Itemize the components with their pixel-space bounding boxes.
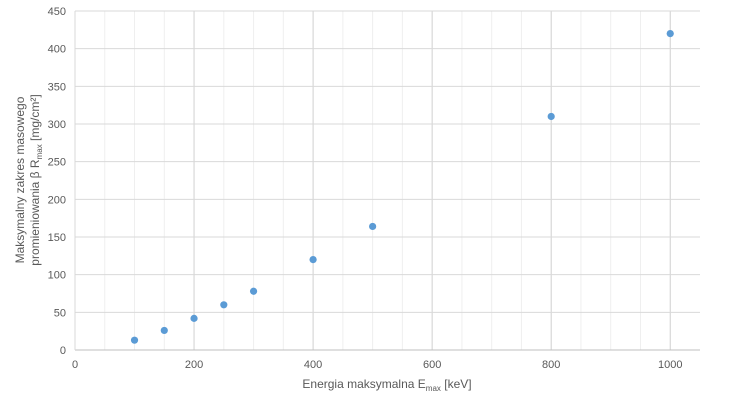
x-axis-label: Energia maksymalna Emax [keV] <box>302 377 471 393</box>
data-point <box>190 314 198 322</box>
y-tick-label: 100 <box>48 270 66 282</box>
x-tick-label: 1000 <box>658 359 682 371</box>
y-tick-label: 350 <box>48 81 66 93</box>
major-gridlines <box>75 10 700 350</box>
x-tick-label: 800 <box>542 359 560 371</box>
data-point <box>160 326 168 335</box>
y-tick-label: 300 <box>48 119 66 131</box>
x-axis-label-sub: max <box>426 384 441 393</box>
data-point <box>220 301 228 309</box>
data-point <box>547 112 555 121</box>
y-axis-label: Maksymalny zakres masowego promieniowani… <box>13 94 44 265</box>
x-axis-label-unit: [keV] <box>441 377 472 391</box>
y-tick-label: 250 <box>48 157 66 169</box>
data-point <box>309 256 317 264</box>
y-axis-label-line2: promieniowania β Rmax [mg/cm²] <box>28 94 44 265</box>
y-axis-label-line2-sub: max <box>35 144 44 159</box>
y-tick-label: 400 <box>48 44 66 56</box>
y-tick-label: 150 <box>48 232 66 244</box>
data-point <box>130 336 139 344</box>
data-point <box>666 29 674 38</box>
y-axis-label-line2-unit: [mg/cm²] <box>28 94 42 144</box>
x-tick-labels: 0 200 400 600 800 1000 <box>72 359 683 371</box>
x-tick-label: 200 <box>185 359 203 371</box>
x-tick-label: 0 <box>72 359 78 371</box>
x-tick-label: 600 <box>423 359 441 371</box>
y-axis-label-line2-main: promieniowania β R <box>28 159 42 266</box>
data-point <box>369 222 377 231</box>
y-tick-label: 200 <box>48 194 66 206</box>
y-tick-label: 450 <box>48 6 66 18</box>
y-tick-label: 0 <box>60 345 66 357</box>
axes <box>74 11 700 351</box>
x-axis-label-main: Energia maksymalna E <box>302 377 425 391</box>
data-points <box>130 29 674 344</box>
y-tick-labels: 0 50 100 150 200 250 300 350 400 450 <box>48 6 66 357</box>
minor-gridlines <box>104 11 641 350</box>
data-point <box>249 287 258 295</box>
x-tick-label: 400 <box>304 359 322 371</box>
y-axis-label-line1: Maksymalny zakres masowego <box>13 96 27 263</box>
y-tick-label: 50 <box>54 307 66 319</box>
